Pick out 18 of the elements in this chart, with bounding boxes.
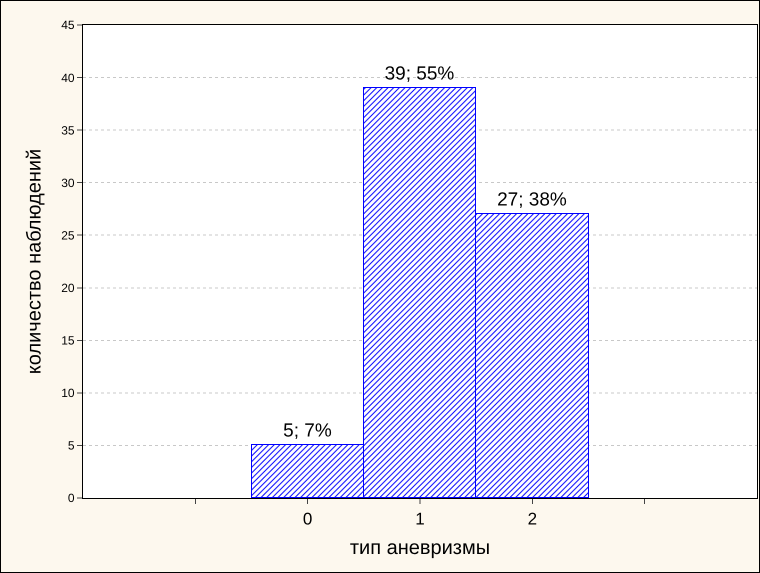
y-axis-title: количество наблюдений bbox=[24, 148, 46, 374]
x-tick-label: 1 bbox=[415, 509, 425, 528]
y-tick-label: 10 bbox=[61, 386, 75, 400]
y-tick-label: 40 bbox=[61, 70, 75, 85]
data-label: 27; 38% bbox=[497, 190, 567, 210]
data-label: 5; 7% bbox=[283, 420, 332, 442]
y-tick-label: 5 bbox=[68, 438, 75, 453]
y-tick-label: 0 bbox=[68, 491, 75, 506]
y-tick-label: 25 bbox=[61, 228, 75, 242]
x-tick-label: 0 bbox=[302, 509, 312, 528]
y-tick-label: 35 bbox=[61, 123, 75, 138]
y-tick-label: 15 bbox=[61, 334, 75, 348]
x-axis-title: тип аневризмы bbox=[350, 536, 490, 559]
y-tick-label: 30 bbox=[61, 176, 75, 190]
y-tick-label: 45 bbox=[61, 18, 75, 32]
x-tick-label: 2 bbox=[528, 509, 538, 528]
y-tick-label: 20 bbox=[61, 280, 75, 295]
data-label: 39; 55% bbox=[384, 64, 454, 84]
